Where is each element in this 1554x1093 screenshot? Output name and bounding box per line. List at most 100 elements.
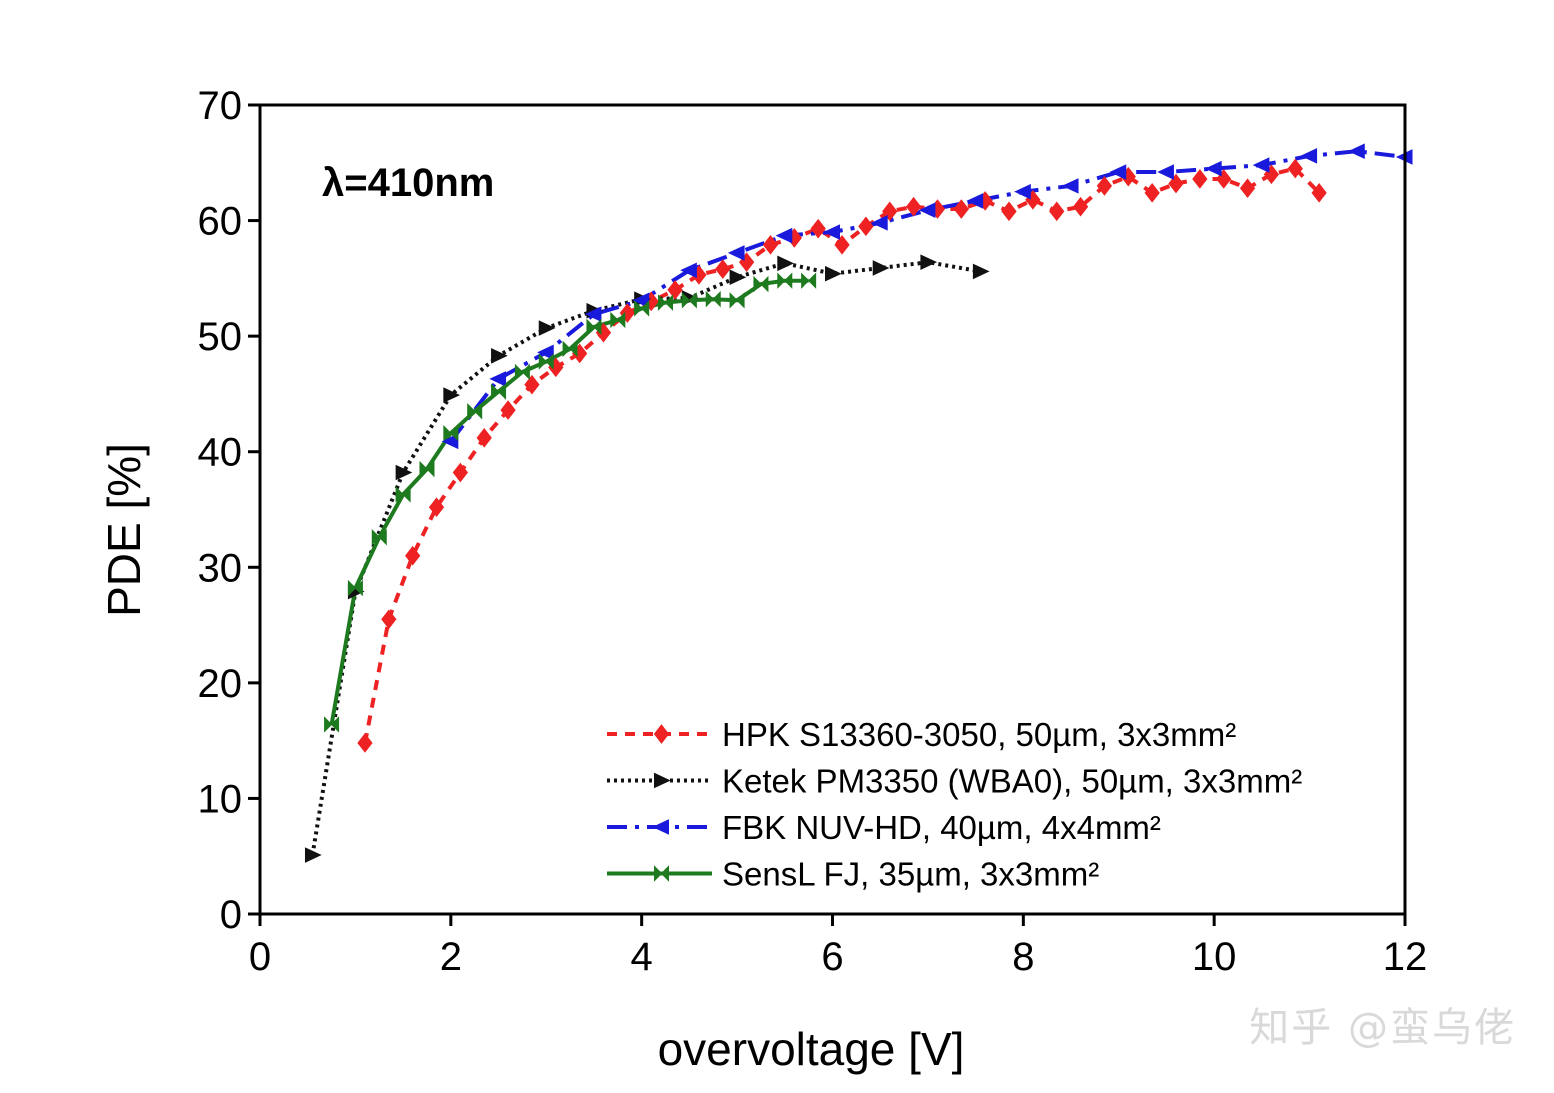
x-tick-label: 4 [631,935,653,979]
marker-half [658,294,667,311]
data-point-series-3 [918,202,936,218]
marker-half [760,275,769,293]
data-point-series-1 [1311,183,1327,203]
marker-half [593,318,602,336]
marker-half [807,272,817,289]
data-point-series-1 [1144,183,1160,203]
marker-half [419,460,428,478]
data-point-series-4 [395,486,411,503]
data-point-series-1 [834,235,850,255]
data-point-series-1 [1049,201,1065,222]
marker-half [562,340,571,358]
data-point-series-3 [441,433,459,450]
legend-label-4: SensL FJ, 35µm, 3x3mm² [722,856,1099,893]
data-point-series-1 [810,218,826,239]
marker-half [426,460,435,478]
data-point-series-3 [727,245,745,261]
x-tick-label: 0 [249,935,271,979]
data-point-series-1 [500,400,516,420]
marker-half [402,486,411,503]
data-point-series-4 [729,292,745,309]
legend-marker-4 [654,865,669,882]
data-point-series-1 [1239,178,1256,199]
data-point-series-4 [443,425,459,442]
data-point-series-2 [538,320,556,336]
x-tick-label: 12 [1383,935,1428,979]
legend-label-3: FBK NUV-HD, 40µm, 4x4mm² [722,809,1161,846]
x-axis-label: overvoltage [V] [658,1023,965,1075]
data-point-series-1 [452,462,469,483]
chart-annotation: λ=410nm [322,161,494,205]
data-point-series-2 [491,348,508,364]
data-point-series-3 [966,193,984,209]
marker-group [304,143,1413,863]
data-point-series-4 [801,272,817,289]
legend-marker-2 [654,772,671,789]
marker-half [545,353,554,370]
series-line-4 [329,278,809,725]
series-line-2 [310,260,981,856]
data-point-series-4 [324,716,340,733]
y-tick-label: 30 [198,546,243,590]
marker-half [712,290,721,308]
series-line-3 [449,149,1406,443]
data-point-series-3 [584,306,602,322]
legend-marker-3 [652,819,669,835]
marker-half [660,865,669,882]
legend-label-1: HPK S13360-3050, 50µm, 3x3mm² [722,716,1236,753]
data-point-series-3 [775,227,793,244]
data-point-series-2 [304,847,322,863]
y-tick-label: 70 [198,84,243,128]
legend-label-2: Ketek PM3350 (WBA0), 50µm, 3x3mm² [722,763,1302,800]
marker-half [473,403,483,420]
data-point-series-3 [680,262,697,279]
marker-half [450,425,459,442]
data-point-series-4 [467,403,483,420]
data-point-series-4 [371,529,387,546]
data-point-series-3 [1109,164,1127,180]
marker-half [521,363,530,381]
data-point-series-3 [823,224,840,240]
marker-half [753,275,762,293]
data-point-series-2 [395,464,413,481]
marker-half [640,300,650,317]
data-point-series-1 [667,280,683,300]
data-point-series-1 [405,545,421,566]
data-point-series-1 [1001,201,1017,222]
marker-half [491,383,500,400]
marker-half [443,425,452,442]
data-point-series-4 [347,579,363,597]
marker-half [354,579,363,597]
y-tick-label: 40 [198,431,243,475]
marker-half [371,529,380,546]
marker-half [736,292,745,309]
y-tick-label: 0 [220,893,242,937]
y-tick-label: 60 [198,200,243,244]
data-point-series-4 [610,311,626,329]
data-point-series-4 [586,318,602,336]
data-point-series-4 [777,272,793,289]
marker-half [330,716,340,733]
marker-half [324,716,333,733]
marker-half [634,300,643,317]
data-point-series-4 [634,300,650,317]
data-point-series-3 [489,371,507,387]
marker-half [617,311,626,329]
data-point-series-4 [753,275,769,293]
data-point-series-1 [476,428,492,448]
x-tick-label: 2 [440,935,462,979]
data-point-series-4 [681,292,697,309]
marker-half [569,340,578,358]
y-axis-label: PDE [%] [98,443,150,617]
data-point-series-2 [777,255,794,272]
marker-half [514,363,524,381]
series-line-1 [363,166,1321,744]
data-point-series-2 [825,265,842,282]
data-point-series-1 [524,374,540,395]
marker-half [347,579,357,597]
data-point-series-4 [705,290,721,308]
marker-half [610,311,619,329]
marker-half [378,529,387,546]
data-point-series-4 [419,460,435,478]
data-point-series-1 [381,609,397,630]
